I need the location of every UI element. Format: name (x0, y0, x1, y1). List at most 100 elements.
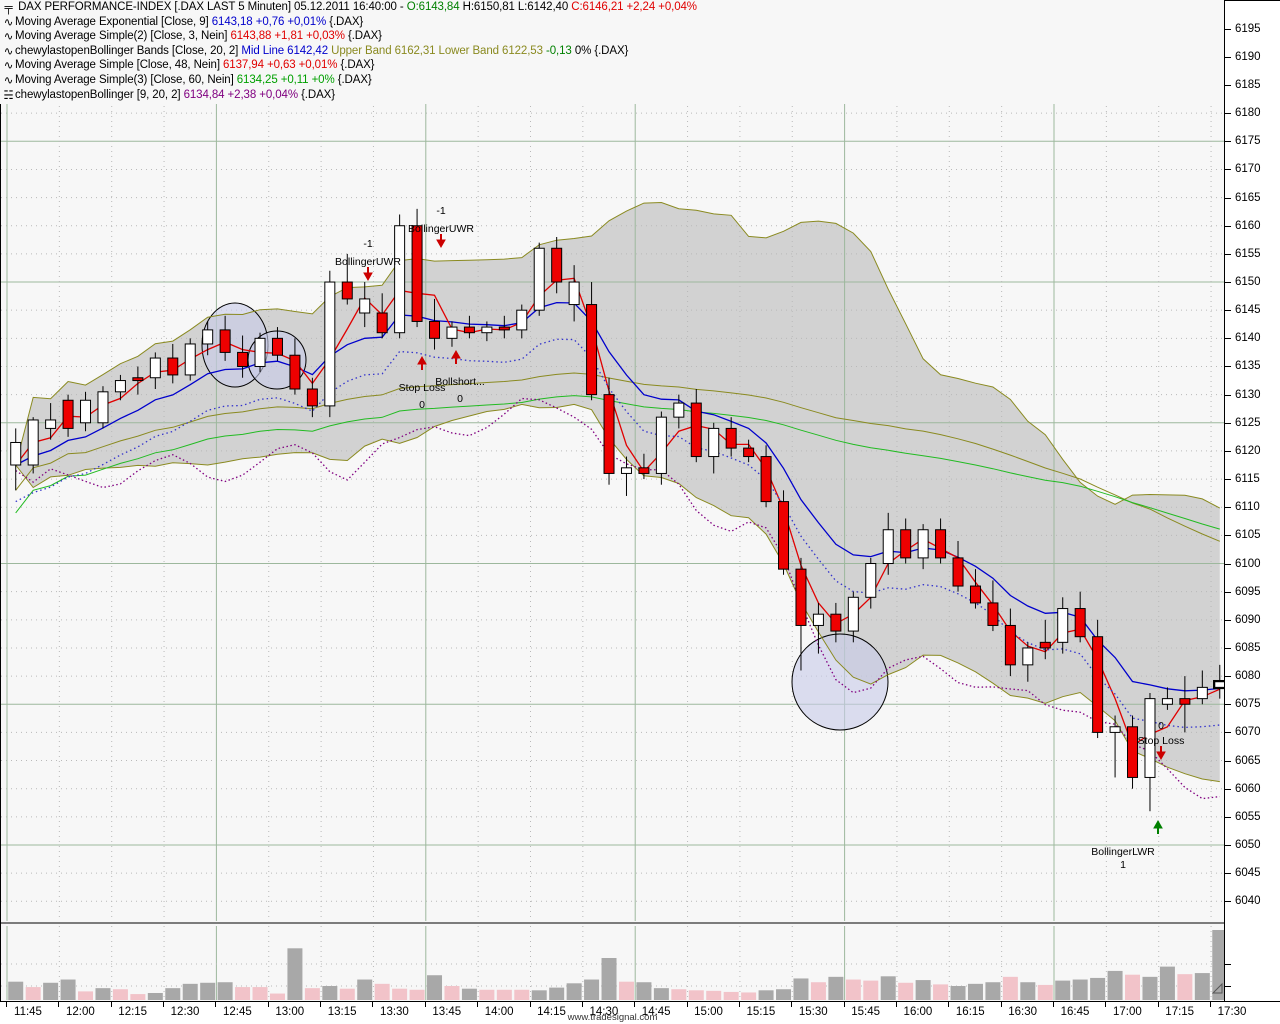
price-axis[interactable]: 6195 6190 6185 6180 6175 6170 6165 6160 6155 6150… (1225, 0, 1280, 1002)
candle-body[interactable] (847, 596, 859, 632)
volume-bar[interactable] (776, 989, 792, 1000)
legend-row-5[interactable]: ∿ Moving Average Simple(3) [Close, 60, Ne… (0, 73, 1224, 88)
volume-bar[interactable] (252, 987, 268, 1000)
volume-bar[interactable] (985, 982, 1001, 1000)
volume-bar[interactable] (392, 988, 408, 1000)
volume-bar[interactable] (514, 989, 530, 1000)
candle-body[interactable] (1074, 608, 1086, 638)
candle-body[interactable] (882, 529, 894, 565)
candle-body[interactable] (1004, 624, 1016, 666)
volume-bar[interactable] (671, 989, 687, 1000)
candle-body[interactable] (620, 467, 632, 474)
candle-body[interactable] (638, 467, 650, 474)
chart-canvas[interactable] (1, 1, 1224, 1001)
candle-body[interactable] (760, 456, 772, 503)
candle-body[interactable] (725, 427, 737, 449)
candle-body[interactable] (394, 225, 406, 334)
volume-bar[interactable] (496, 989, 512, 1000)
candle-body[interactable] (237, 351, 249, 367)
candle-body[interactable] (62, 399, 74, 429)
volume-bar[interactable] (1194, 973, 1210, 1000)
volume-bar[interactable] (601, 958, 617, 1000)
candle-body[interactable] (935, 529, 947, 559)
volume-bar[interactable] (653, 988, 669, 1000)
volume-bar[interactable] (1090, 977, 1106, 1000)
volume-bar[interactable] (1177, 974, 1193, 1000)
volume-bar[interactable] (444, 986, 460, 1000)
candle-body[interactable] (27, 419, 39, 466)
candle-body[interactable] (690, 402, 702, 458)
legend-row-2[interactable]: ∿ Moving Average Simple(2) [Close, 3, Nei… (0, 29, 1224, 44)
candle-body[interactable] (219, 329, 231, 353)
candle-body[interactable] (376, 312, 388, 334)
candle-body[interactable] (551, 247, 563, 283)
volume-bar[interactable] (1212, 930, 1224, 1000)
volume-bar[interactable] (147, 993, 163, 1000)
candle-body[interactable] (1022, 647, 1034, 666)
candle-body[interactable] (184, 343, 196, 376)
candle-body[interactable] (1057, 608, 1069, 643)
candle-body[interactable] (10, 441, 22, 466)
volume-bar[interactable] (427, 975, 443, 1000)
candle-body[interactable] (481, 326, 493, 334)
candle-body[interactable] (1127, 726, 1139, 778)
volume-bar[interactable] (322, 986, 338, 1000)
candle-body[interactable] (812, 613, 824, 626)
candle-body[interactable] (359, 298, 371, 314)
volume-bar[interactable] (618, 981, 634, 1000)
candle-body[interactable] (795, 568, 807, 626)
volume-bar[interactable] (1159, 966, 1175, 1000)
volume-bar[interactable] (933, 984, 949, 1000)
volume-bar[interactable] (566, 983, 582, 1000)
volume-bar[interactable] (549, 987, 565, 1000)
stop-loss-2-label[interactable]: Stop Loss (1137, 735, 1185, 747)
volume-bar[interactable] (1037, 984, 1053, 1000)
candle-body[interactable] (1179, 698, 1191, 705)
candle-body[interactable] (987, 602, 999, 626)
candle-body[interactable] (865, 563, 877, 598)
candle-body[interactable] (254, 337, 266, 367)
indicator-legend[interactable]: ╤ DAX PERFORMANCE-INDEX [.DAX LAST 5 Min… (0, 0, 1225, 104)
candle-body[interactable] (1196, 686, 1208, 700)
volume-bar[interactable] (78, 991, 94, 1000)
volume-bar[interactable] (915, 980, 931, 1000)
candle-body[interactable] (45, 419, 57, 429)
legend-row-3[interactable]: ∿ chewylastopenBollinger Bands [Close, 20… (0, 44, 1224, 59)
stop-loss-1-label[interactable]: Stop Loss (398, 382, 446, 394)
candle-body[interactable] (149, 357, 161, 379)
candle-body[interactable] (603, 394, 615, 474)
candle-body[interactable] (952, 557, 964, 587)
candle-body[interactable] (167, 357, 179, 376)
candle-body[interactable] (429, 320, 441, 339)
volume-bar[interactable] (1107, 970, 1123, 1000)
candle-body[interactable] (743, 447, 755, 458)
volume-bar[interactable] (339, 988, 355, 1000)
volume-bar[interactable] (43, 982, 59, 1000)
candle-body[interactable] (411, 225, 423, 322)
candle-body[interactable] (271, 337, 283, 356)
volume-bar[interactable] (1072, 979, 1088, 1000)
volume-bar[interactable] (880, 976, 896, 1000)
candle-body[interactable] (1109, 726, 1121, 733)
volume-bar[interactable] (1125, 974, 1141, 1000)
volume-bar[interactable] (182, 983, 198, 1000)
candle-body[interactable] (900, 529, 912, 559)
candle-body[interactable] (533, 247, 545, 311)
volume-bar[interactable] (130, 994, 146, 1000)
volume-bar[interactable] (898, 982, 914, 1000)
volume-bar[interactable] (1002, 976, 1018, 1000)
volume-bar[interactable] (741, 992, 757, 1000)
candle-body[interactable] (516, 309, 528, 331)
volume-bar[interactable] (950, 986, 966, 1000)
price-chart-plot[interactable]: BollingerUWR -1 BollingerUWR -1 Stop Loss 0 Bo… (0, 0, 1225, 1002)
volume-bar[interactable] (863, 980, 879, 1000)
candle-body[interactable] (114, 380, 126, 393)
volume-bar[interactable] (845, 979, 861, 1000)
candle-body[interactable] (778, 501, 790, 570)
volume-bar[interactable] (636, 982, 652, 1000)
volume-bar[interactable] (723, 991, 739, 1000)
volume-bar[interactable] (112, 989, 128, 1000)
candle-body[interactable] (324, 281, 336, 407)
volume-bar[interactable] (828, 976, 844, 1000)
volume-bar[interactable] (531, 990, 547, 1000)
